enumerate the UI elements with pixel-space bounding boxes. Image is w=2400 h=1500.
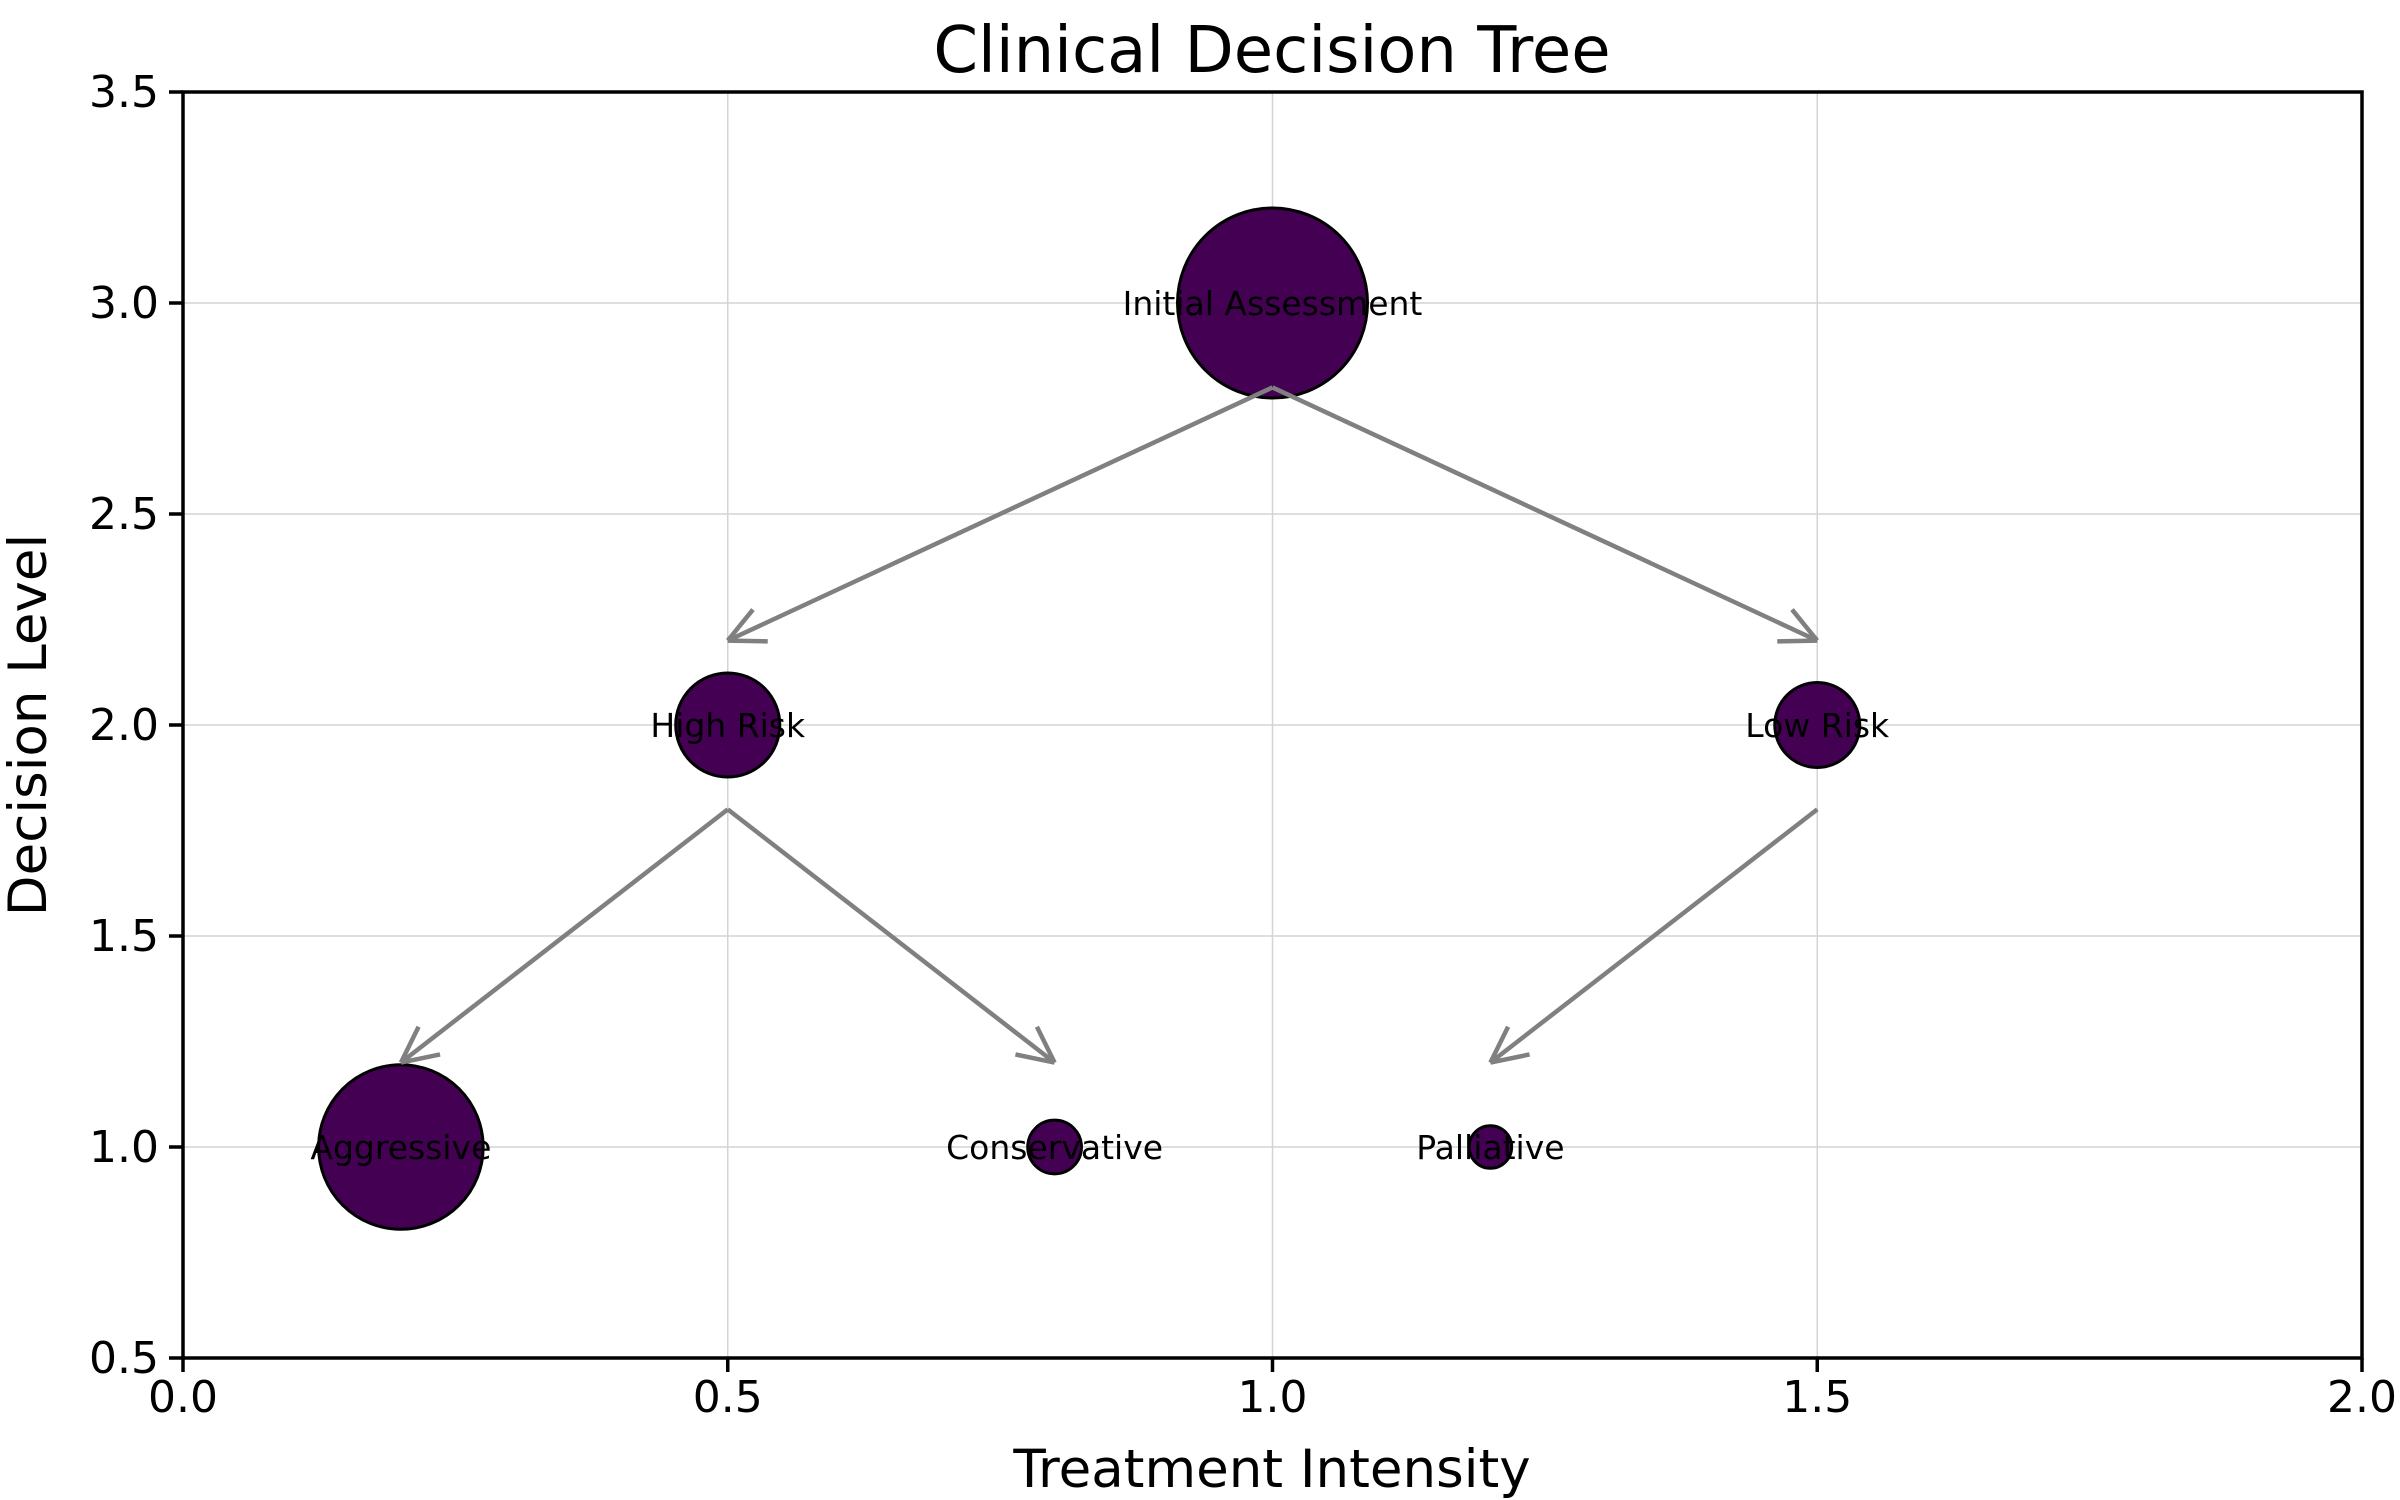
x-tick-label: 0.5 bbox=[693, 1372, 763, 1423]
node-label: High Risk bbox=[650, 706, 806, 745]
edge-arrowhead-barb bbox=[1034, 1025, 1057, 1064]
x-tick-label: 2.0 bbox=[2327, 1372, 2397, 1423]
edge-layer bbox=[398, 385, 1819, 1065]
edge-arrowhead-barb bbox=[1790, 608, 1819, 643]
node-circle bbox=[674, 671, 782, 779]
y-tick-label: 3.0 bbox=[89, 278, 159, 329]
node-label: Conservative bbox=[946, 1128, 1163, 1167]
edge-arrow-line bbox=[1489, 807, 1819, 1065]
x-tick-label: 0.0 bbox=[148, 1372, 218, 1423]
x-tick-label: 1.5 bbox=[1782, 1372, 1852, 1423]
y-tick-label: 2.5 bbox=[89, 489, 159, 540]
node-circle bbox=[1026, 1118, 1083, 1176]
edge-arrow-line bbox=[399, 807, 730, 1065]
node-label: Low Risk bbox=[1745, 706, 1890, 745]
edge-arrow-line bbox=[726, 385, 1274, 643]
node-circle bbox=[317, 1063, 485, 1231]
y-tick-label: 0.5 bbox=[89, 1333, 159, 1384]
node-label-layer: Initial Assessment High Risk Low Risk Aggre… bbox=[310, 284, 1890, 1167]
edge-arrowhead-barb bbox=[726, 608, 755, 643]
node-circle bbox=[1467, 1124, 1514, 1170]
node-label: Aggressive bbox=[310, 1128, 491, 1167]
y-axis-label: Decision Level bbox=[0, 534, 59, 916]
edge-arrow-line bbox=[726, 807, 1056, 1065]
x-tick-label: 1.0 bbox=[1238, 1372, 1308, 1423]
edge-arrowhead-barb bbox=[1489, 1052, 1531, 1065]
y-tick-label: 3.5 bbox=[89, 67, 159, 118]
edge-arrowhead-barb bbox=[727, 638, 768, 644]
edge-arrowhead-barb bbox=[1488, 1025, 1511, 1064]
edge-arrowhead-barb bbox=[398, 1025, 421, 1064]
y-tick-label: 2.0 bbox=[89, 700, 159, 751]
edge-arrow-line bbox=[1271, 385, 1819, 643]
plot-border bbox=[181, 90, 2364, 1360]
edge-arrowhead-barb bbox=[1777, 638, 1818, 644]
x-axis-label: Treatment Intensity bbox=[1012, 1439, 1530, 1500]
edge-arrowhead-barb bbox=[1014, 1052, 1056, 1065]
edge-arrowhead-barb bbox=[400, 1052, 441, 1065]
node-layer bbox=[317, 206, 1862, 1231]
y-tick-label: 1.0 bbox=[89, 1122, 159, 1173]
tick-layer: 0.0 0.5 1.0 1.5 2.00.51.01.52.02.53.03.5 bbox=[89, 67, 2397, 1423]
chart-title: Clinical Decision Tree bbox=[933, 14, 1610, 88]
node-label: Palliative bbox=[1416, 1128, 1564, 1167]
node-circle bbox=[1773, 681, 1862, 769]
y-tick-label: 1.5 bbox=[89, 911, 159, 962]
node-circle bbox=[1175, 206, 1370, 400]
node-label: Initial Assessment bbox=[1123, 284, 1423, 323]
